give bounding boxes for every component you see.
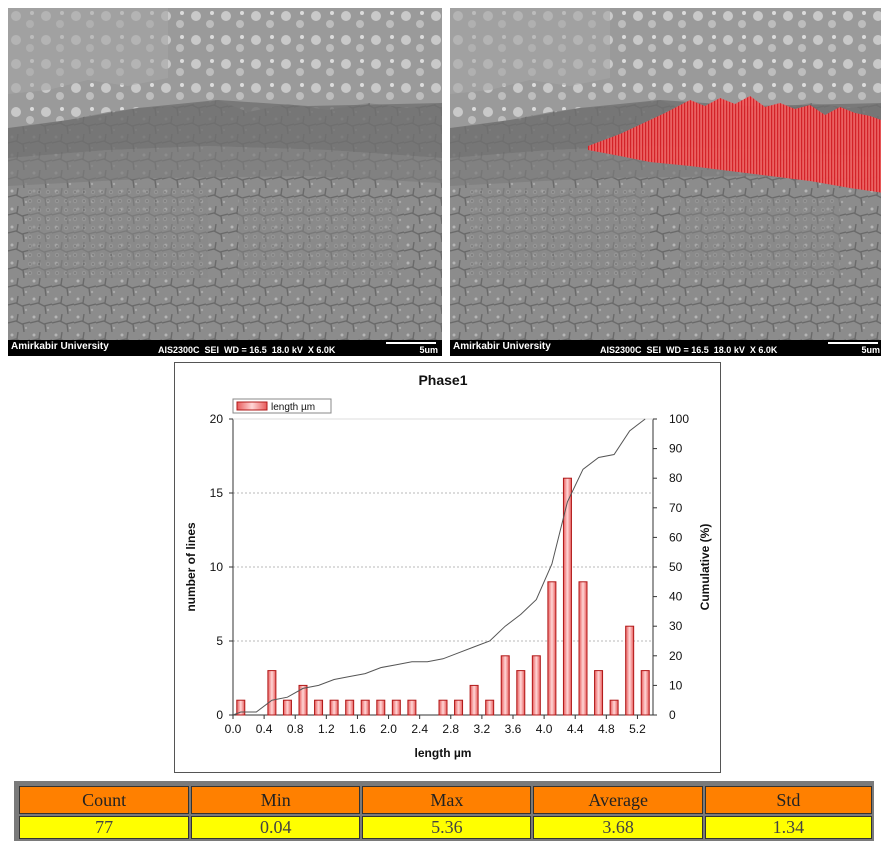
stats-value-min: 0.04 [191,816,361,839]
sem-micrograph-measured: Amirkabir University AIS2300C SEI WD = 1… [450,8,881,356]
x-tick-label: 3.6 [505,722,522,736]
sem-scale-bar [828,342,878,344]
histogram-bar [609,699,619,716]
y-tick-label: 20 [210,412,224,426]
x-tick-label: 3.2 [474,722,491,736]
sem-instrument-info: AIS2300C SEI WD = 16.5 18.0 kV X 6.0K [600,345,778,355]
y2-tick-label: 10 [669,678,683,692]
y-tick-label: 0 [216,708,223,722]
histogram-bar [547,581,557,716]
sem-micrograph-original: Amirkabir University AIS2300C SEI WD = 1… [8,8,442,356]
y2-tick-label: 0 [669,708,676,722]
histogram-bar [391,699,401,716]
y2-tick-label: 20 [669,649,683,663]
x-axis-label: length µm [415,746,472,760]
histogram-bar [640,670,650,716]
histogram-chart: Phase1 0.0 0.4 0.8 1.2 1.6 2.0 2.4 2.8 3.2 3.6 4.0 4… [184,372,712,760]
sem-scale-bar [386,342,436,344]
cumulative-line [232,418,646,716]
x-tick-label: 2.0 [380,722,397,736]
y-tick-label: 5 [216,634,223,648]
histogram-bar [345,699,355,716]
y2-tick-label: 40 [669,590,683,604]
stats-header-max: Max [362,786,532,814]
stats-header-std: Std [704,786,872,814]
chart-title: Phase1 [418,372,467,388]
histogram-bar [500,655,510,716]
sem-scale-label: 5um [861,345,880,355]
measurement-overlay [588,96,881,193]
histogram-bar [407,699,417,716]
histogram-bar [267,670,277,716]
sem-org-label: Amirkabir University [453,341,551,352]
histogram-bar [469,684,479,716]
y2-tick-label: 50 [669,560,683,574]
histogram-bar [236,699,246,716]
sem-instrument-info: AIS2300C SEI WD = 16.5 18.0 kV X 6.0K [158,345,336,355]
stats-header-count: Count [19,786,190,814]
y2-tick-label: 70 [669,501,683,515]
x-tick-label: 4.8 [598,722,615,736]
histogram-bar [562,477,572,716]
x-tick-label: 0.8 [287,722,304,736]
statistics-table: Count Min Max Average Std 77 0.04 5.36 3… [14,781,874,841]
y2-tick-label: 90 [669,442,683,456]
histogram-bar [454,699,464,716]
stats-value-max: 5.36 [362,816,532,839]
x-tick-label: 2.4 [411,722,428,736]
histogram-panel: Phase1 0.0 0.4 0.8 1.2 1.6 2.0 2.4 2.8 3.2 3.6 4.0 4… [174,362,721,773]
sem-info-bar: Amirkabir University AIS2300C SEI WD = 1… [8,340,442,356]
histogram-bar [531,655,541,716]
sem-scale-label: 5um [419,345,438,355]
histogram-bar [314,699,324,716]
x-tick-label: 2.8 [442,722,459,736]
stats-value-count: 77 [19,816,190,839]
y2-tick-label: 60 [669,530,683,544]
x-tick-label: 4.4 [567,722,584,736]
sem-info-bar: Amirkabir University AIS2300C SEI WD = 1… [450,340,881,356]
y2-axis-label: Cumulative (%) [698,524,712,611]
histogram-bar [594,670,604,716]
sem-image [450,8,881,340]
y2-tick-label: 100 [669,412,689,426]
x-tick-label: 4.0 [536,722,553,736]
x-tick-label: 5.2 [629,722,646,736]
stats-value-std: 1.34 [704,816,872,839]
sem-org-label: Amirkabir University [11,341,109,352]
stats-header-min: Min [191,786,361,814]
histogram-bar [376,699,386,716]
histogram-bar [578,581,588,716]
histogram-bar [625,625,635,716]
histogram-bar [282,699,292,716]
x-tick-label: 0.4 [256,722,273,736]
y-axis-label: number of lines [184,522,198,612]
y-tick-label: 15 [210,486,224,500]
y2-tick-label: 30 [669,619,683,633]
stats-value-average: 3.68 [533,816,703,839]
stats-header-average: Average [533,786,703,814]
histogram-bar [438,699,448,716]
histogram-bar [360,699,370,716]
histogram-bar [485,699,495,716]
legend-label: length µm [271,402,315,413]
x-tick-label: 1.6 [349,722,366,736]
histogram-bar [516,670,526,716]
x-tick-label: 1.2 [318,722,335,736]
y-tick-label: 10 [210,560,224,574]
y2-tick-label: 80 [669,471,683,485]
histogram-bar [329,699,339,716]
histogram-bar [298,684,308,716]
sem-image [8,8,442,340]
legend-swatch [236,401,268,411]
x-tick-label: 0.0 [225,722,242,736]
